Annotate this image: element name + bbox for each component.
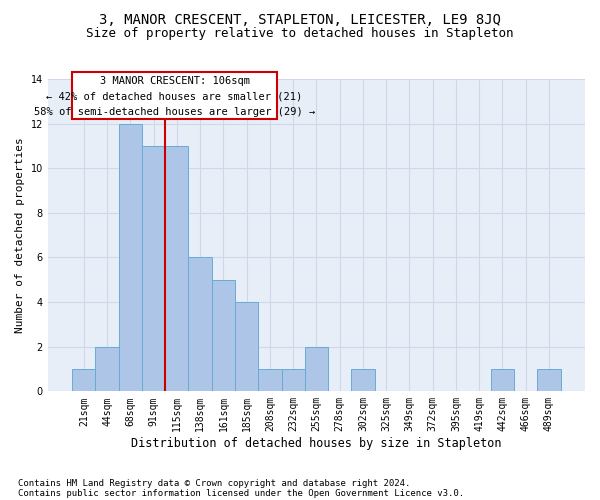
X-axis label: Distribution of detached houses by size in Stapleton: Distribution of detached houses by size …: [131, 437, 502, 450]
Bar: [235, 302, 258, 392]
Bar: [95, 346, 119, 392]
Bar: [72, 72, 277, 119]
Bar: [538, 369, 560, 392]
Text: 3 MANOR CRESCENT: 106sqm: 3 MANOR CRESCENT: 106sqm: [100, 76, 250, 86]
Bar: [351, 369, 374, 392]
Bar: [72, 369, 95, 392]
Text: Contains HM Land Registry data © Crown copyright and database right 2024.: Contains HM Land Registry data © Crown c…: [18, 478, 410, 488]
Bar: [281, 369, 305, 392]
Bar: [258, 369, 281, 392]
Text: 58% of semi-detached houses are larger (29) →: 58% of semi-detached houses are larger (…: [34, 107, 315, 117]
Text: Contains public sector information licensed under the Open Government Licence v3: Contains public sector information licen…: [18, 488, 464, 498]
Text: 3, MANOR CRESCENT, STAPLETON, LEICESTER, LE9 8JQ: 3, MANOR CRESCENT, STAPLETON, LEICESTER,…: [99, 12, 501, 26]
Bar: [491, 369, 514, 392]
Text: ← 42% of detached houses are smaller (21): ← 42% of detached houses are smaller (21…: [46, 92, 302, 102]
Bar: [119, 124, 142, 392]
Bar: [305, 346, 328, 392]
Bar: [142, 146, 165, 392]
Text: Size of property relative to detached houses in Stapleton: Size of property relative to detached ho…: [86, 28, 514, 40]
Y-axis label: Number of detached properties: Number of detached properties: [15, 138, 25, 333]
Bar: [165, 146, 188, 392]
Bar: [212, 280, 235, 392]
Bar: [188, 258, 212, 392]
